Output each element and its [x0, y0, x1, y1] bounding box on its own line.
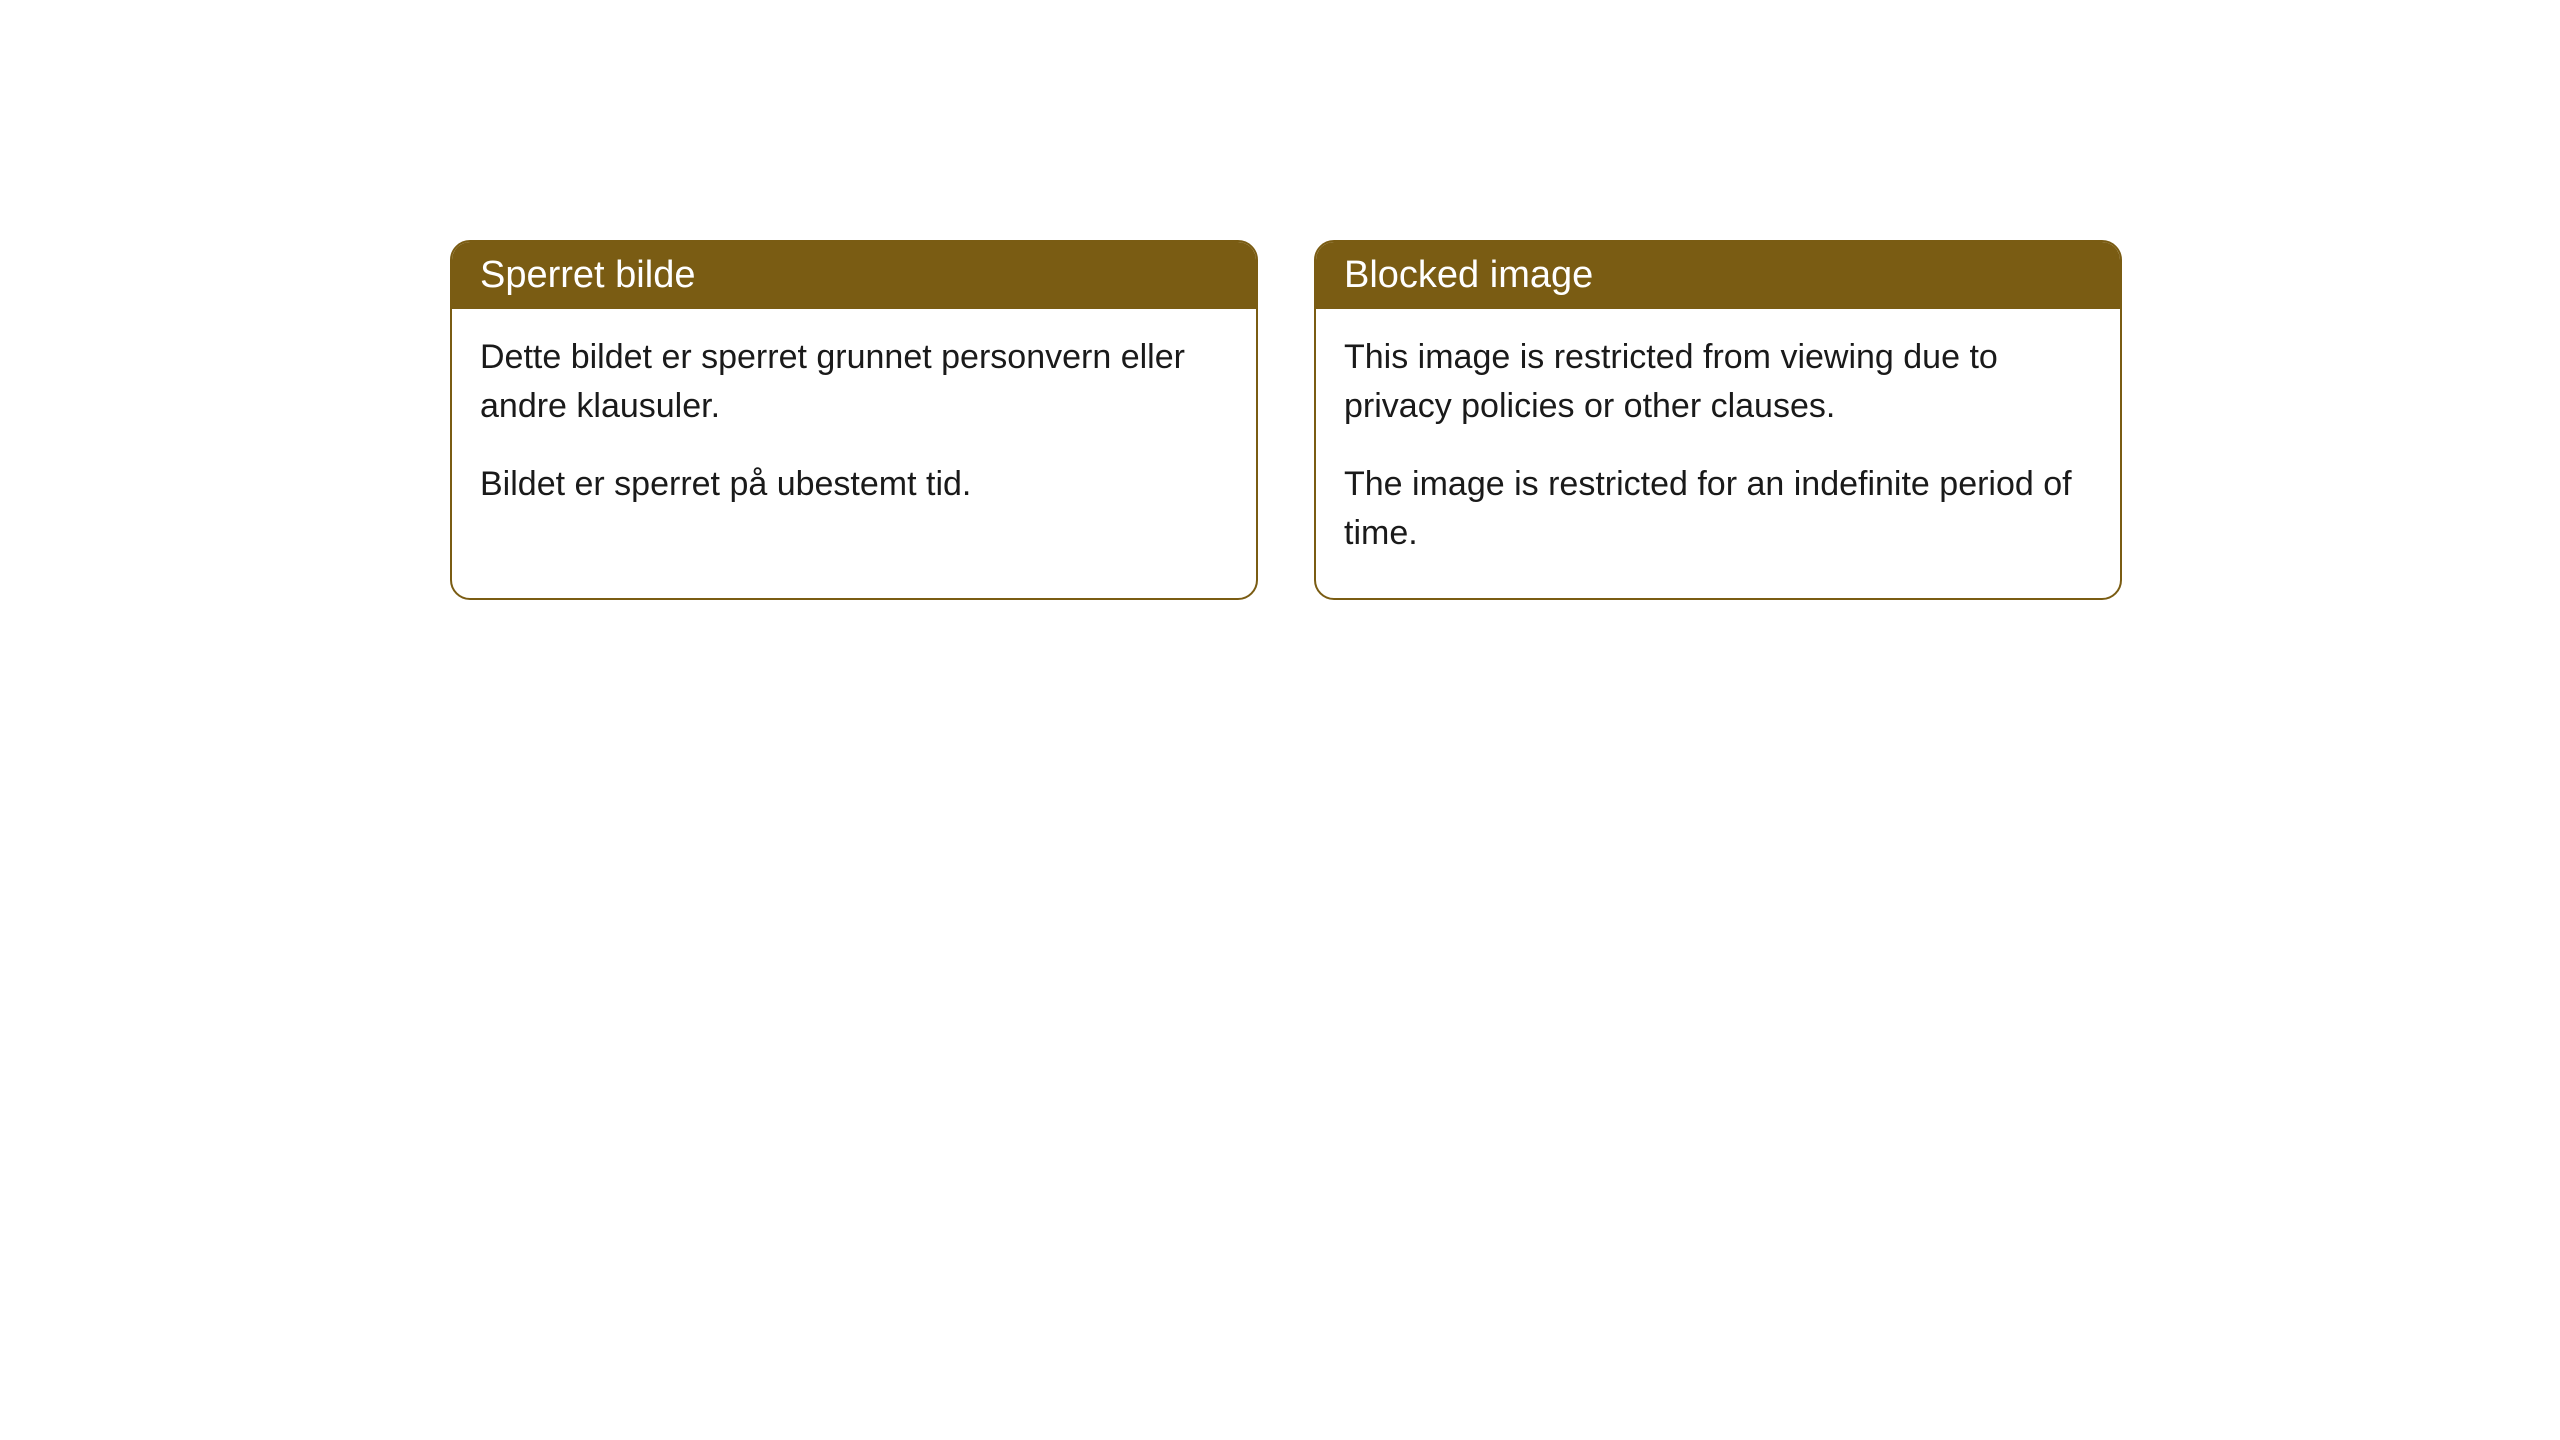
card-body-norwegian: Dette bildet er sperret grunnet personve…	[452, 309, 1256, 549]
card-paragraph: Dette bildet er sperret grunnet personve…	[480, 333, 1228, 432]
card-paragraph: The image is restricted for an indefinit…	[1344, 460, 2092, 559]
notice-card-english: Blocked image This image is restricted f…	[1314, 240, 2122, 600]
notice-card-norwegian: Sperret bilde Dette bildet er sperret gr…	[450, 240, 1258, 600]
notice-cards-container: Sperret bilde Dette bildet er sperret gr…	[450, 240, 2122, 600]
card-paragraph: This image is restricted from viewing du…	[1344, 333, 2092, 432]
card-paragraph: Bildet er sperret på ubestemt tid.	[480, 460, 1228, 509]
card-header-norwegian: Sperret bilde	[452, 242, 1256, 309]
card-body-english: This image is restricted from viewing du…	[1316, 309, 2120, 598]
card-title: Blocked image	[1344, 254, 1593, 296]
card-title: Sperret bilde	[480, 254, 695, 296]
card-header-english: Blocked image	[1316, 242, 2120, 309]
